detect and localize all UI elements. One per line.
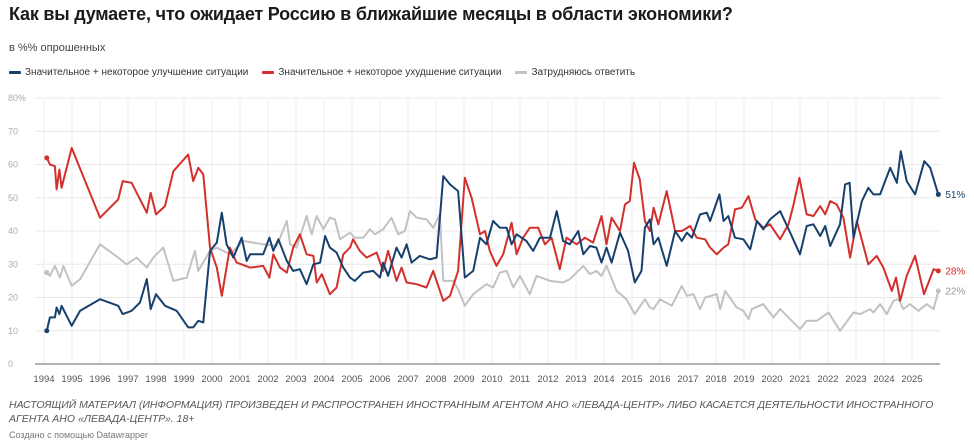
x-tick-label: 2018 (705, 374, 726, 385)
x-tick-label: 2021 (789, 374, 810, 385)
series-start-point (44, 155, 50, 161)
x-tick-label: 2005 (341, 374, 362, 385)
y-tick-label: 80% (8, 93, 26, 103)
y-tick-label: 30 (8, 259, 18, 269)
x-tick-label: 2011 (510, 374, 530, 385)
legend-label: Значительное + некоторое улучшение ситуа… (25, 67, 249, 78)
chart-title: Как вы думаете, что ожидает Россию в бли… (9, 4, 733, 24)
series-start-point (44, 270, 50, 276)
x-tick-label: 2023 (845, 374, 866, 385)
series-line-2 (46, 210, 940, 332)
x-tick-label: 2000 (201, 374, 222, 385)
x-tick-label: 1996 (89, 374, 110, 385)
x-tick-label: 2010 (481, 374, 502, 385)
legend-label: Значительное + некоторое ухудшение ситуа… (278, 67, 502, 78)
x-tick-label: 1997 (117, 374, 138, 385)
x-tick-label: 2007 (397, 374, 418, 385)
legend-swatch (262, 71, 275, 74)
x-tick-label: 1995 (61, 374, 82, 385)
x-tick-label: 2017 (677, 374, 698, 385)
series-start-point (44, 328, 50, 334)
x-tick-label: 2004 (313, 374, 334, 385)
x-tick-label: 2015 (621, 374, 642, 385)
y-tick-label: 10 (8, 326, 18, 336)
legend-item-undecided: Затрудняюсь ответить (515, 67, 635, 78)
x-tick-label: 2014 (593, 374, 614, 385)
x-tick-label: 1998 (145, 374, 166, 385)
y-tick-label: 20 (8, 293, 18, 303)
chart-subtitle: в %% опрошенных (9, 42, 106, 54)
series-end-label: 51% (945, 190, 965, 201)
series-end-point (935, 268, 941, 274)
datawrapper-credit[interactable]: Создано с помощью Datawrapper (9, 430, 149, 440)
series-end-point (935, 191, 941, 197)
x-tick-label: 2022 (817, 374, 838, 385)
x-tick-label: 2024 (873, 374, 894, 385)
series-line-0 (45, 150, 940, 332)
y-tick-label: 70 (8, 126, 18, 136)
x-tick-label: 2013 (565, 374, 586, 385)
series-line-1 (45, 146, 939, 302)
legend-item-improvement: Значительное + некоторое улучшение ситуа… (9, 67, 248, 78)
legend-swatch (9, 71, 21, 74)
y-tick-label: 50 (8, 193, 18, 203)
series-end-label: 22% (945, 286, 965, 297)
y-tick-label: 0 (8, 359, 13, 369)
series-end-point (935, 288, 941, 294)
x-tick-label: 2003 (285, 374, 306, 385)
x-tick-label: 2001 (229, 374, 250, 385)
y-tick-label: 40 (8, 226, 18, 236)
x-tick-label: 2012 (537, 374, 558, 385)
x-tick-label: 1999 (173, 374, 194, 385)
legend-swatch (515, 71, 528, 74)
legend-label: Затрудняюсь ответить (531, 67, 636, 78)
x-tick-label: 2002 (257, 374, 278, 385)
y-tick-label: 60 (8, 160, 18, 170)
x-tick-label: 2009 (453, 374, 474, 385)
x-tick-label: 2020 (761, 374, 782, 385)
x-tick-label: 1994 (33, 374, 54, 385)
x-tick-label: 2016 (649, 374, 670, 385)
series-end-label: 28% (945, 266, 965, 277)
x-tick-label: 2006 (369, 374, 390, 385)
foreign-agent-notice: НАСТОЯЩИЙ МАТЕРИАЛ (ИНФОРМАЦИЯ) ПРОИЗВЕД… (9, 399, 934, 425)
x-tick-label: 2008 (425, 374, 446, 385)
x-tick-label: 2025 (901, 374, 922, 385)
legend: Значительное + некоторое улучшение ситуа… (9, 67, 635, 78)
x-tick-label: 2019 (733, 374, 754, 385)
legend-item-worsening: Значительное + некоторое ухудшение ситуа… (262, 67, 501, 78)
